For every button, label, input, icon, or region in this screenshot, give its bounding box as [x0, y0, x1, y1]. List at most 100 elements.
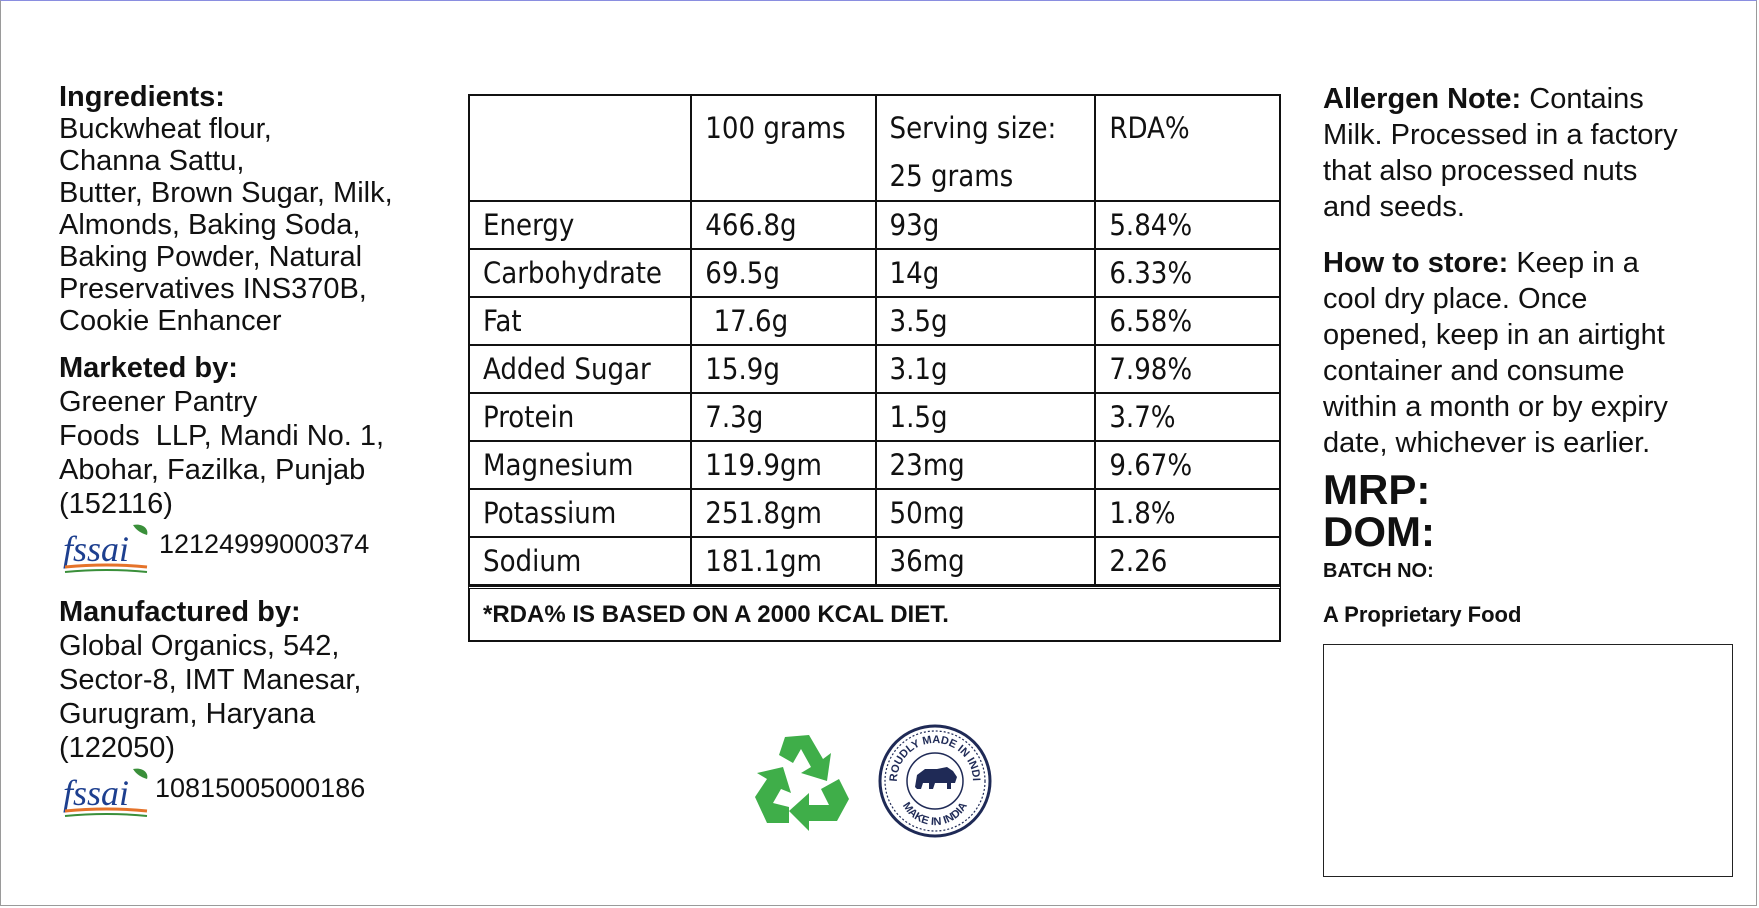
- ingredients-heading: Ingredients:: [59, 81, 225, 113]
- manufactured-by-heading: Manufactured by:: [59, 596, 301, 628]
- nutrition-body: Energy 466.8g 93g 5.84% Carbohydrate 69.5g 14g…: [467, 200, 1281, 586]
- nutrient-name: Magnesium: [467, 440, 693, 490]
- nutrient-name: Sodium: [467, 536, 693, 586]
- ingredients-line: Butter, Brown Sugar, Milk,: [59, 177, 393, 209]
- rda-value: 5.84%: [1094, 200, 1281, 250]
- mrp-label: MRP:: [1323, 466, 1431, 513]
- per-100g-value: 466.8g: [690, 200, 877, 250]
- storage-line: cool dry place. Once: [1323, 283, 1588, 315]
- storage-heading: How to store:: [1323, 247, 1509, 279]
- ingredients-line: Preservatives INS370B,: [59, 273, 367, 305]
- blank-print-box: [1323, 644, 1733, 877]
- dom-label: DOM:: [1323, 508, 1435, 555]
- header-serving-line1: Serving size:: [889, 111, 1057, 145]
- allergen-heading: Allergen Note:: [1323, 83, 1522, 115]
- allergen-line: that also processed nuts: [1323, 155, 1638, 187]
- header-cell-nutrient: [467, 94, 693, 202]
- left-column: Ingredients: Buckwheat flour, Channa Sat…: [59, 81, 459, 823]
- fssai-logo: fssai: [63, 768, 148, 817]
- nutrition-row: Sodium 181.1gm 36mg 2.26: [467, 536, 1281, 586]
- marketed-by-section: Marketed by: Greener Pantry Foods LLP, M…: [59, 351, 459, 579]
- rda-value: 1.8%: [1094, 488, 1281, 538]
- lion-icon: [915, 767, 957, 789]
- manufactured-by-section: Manufactured by: Global Organics, 542, S…: [59, 595, 459, 823]
- storage-section: How to store: Keep in a cool dry place. …: [1323, 245, 1743, 461]
- nutrient-name: Added Sugar: [467, 344, 693, 394]
- recycle-icon: [755, 735, 849, 831]
- per-100g-value: 15.9g: [690, 344, 877, 394]
- marketed-by-line: (152116): [59, 488, 173, 520]
- header-cell-serving: Serving size: 25 grams: [874, 94, 1097, 202]
- allergen-section: Allergen Note: Contains Milk. Processed …: [1323, 81, 1743, 225]
- per-serving-value: 3.1g: [874, 344, 1097, 394]
- per-100g-value: 251.8gm: [690, 488, 877, 538]
- manufactured-by-line: Gurugram, Haryana: [59, 698, 316, 730]
- manufactured-by-line: Sector-8, IMT Manesar,: [59, 664, 362, 696]
- right-column: Allergen Note: Contains Milk. Processed …: [1323, 81, 1743, 633]
- rda-value: 3.7%: [1094, 392, 1281, 442]
- per-100g-value: 181.1gm: [690, 536, 877, 586]
- per-100g-value: 69.5g: [690, 248, 877, 298]
- manufactured-by-line: Global Organics, 542,: [59, 630, 340, 662]
- fssai-number: 10815005000186: [155, 773, 366, 803]
- nutrient-name: Potassium: [467, 488, 693, 538]
- header-cell-per-100g: 100 grams: [690, 94, 877, 202]
- fssai-license-row: fssai 10815005000186: [59, 767, 459, 823]
- nutrient-name: Fat: [467, 296, 693, 346]
- rda-footnote: *RDA% IS BASED ON A 2000 KCAL DIET.: [468, 586, 1281, 642]
- marketed-by-line: Abohar, Fazilka, Punjab: [59, 454, 366, 486]
- rda-value: 9.67%: [1094, 440, 1281, 490]
- nutrient-name: Protein: [467, 392, 693, 442]
- nutrition-row: Energy 466.8g 93g 5.84%: [467, 200, 1281, 250]
- nutrient-name: Carbohydrate: [467, 248, 693, 298]
- ingredients-line: Almonds, Baking Soda,: [59, 209, 361, 241]
- nutrition-row: Magnesium 119.9gm 23mg 9.67%: [467, 440, 1281, 490]
- storage-line: within a month or by expiry: [1323, 391, 1668, 423]
- marketed-by-line: Greener Pantry: [59, 386, 258, 418]
- per-serving-value: 36mg: [874, 536, 1097, 586]
- rda-value: 6.33%: [1094, 248, 1281, 298]
- per-serving-value: 93g: [874, 200, 1097, 250]
- nutrient-name: Energy: [467, 200, 693, 250]
- nutrition-table-wrapper: 100 grams Serving size: 25 grams RDA% En…: [467, 94, 1281, 642]
- marketed-by-line: Foods LLP, Mandi No. 1,: [59, 420, 385, 452]
- per-100g-value: 17.6g: [690, 296, 877, 346]
- ingredients-line: Cookie Enhancer: [59, 305, 282, 337]
- marketed-by-heading: Marketed by:: [59, 352, 238, 384]
- per-serving-value: 50mg: [874, 488, 1097, 538]
- nutrition-row: Added Sugar 15.9g 3.1g 7.98%: [467, 344, 1281, 394]
- proprietary-label: A Proprietary Food: [1323, 602, 1522, 627]
- header-serving-line2: 25 grams: [889, 159, 1014, 193]
- storage-line: container and consume: [1323, 355, 1625, 387]
- rda-value: 2.26: [1094, 536, 1281, 586]
- batch-label: BATCH NO:: [1323, 560, 1434, 582]
- allergen-line: Milk. Processed in a factory: [1323, 119, 1678, 151]
- per-100g-value: 119.9gm: [690, 440, 877, 490]
- storage-line: opened, keep in an airtight: [1323, 319, 1665, 351]
- nutrition-row: Protein 7.3g 1.5g 3.7%: [467, 392, 1281, 442]
- storage-line: date, whichever is earlier.: [1323, 427, 1651, 459]
- nutrition-row: Potassium 251.8gm 50mg 1.8%: [467, 488, 1281, 538]
- fssai-logo-text: fssai: [63, 773, 129, 813]
- ingredients-line: Buckwheat flour,: [59, 113, 272, 145]
- per-serving-value: 14g: [874, 248, 1097, 298]
- allergen-text: Contains: [1521, 83, 1644, 115]
- rda-value: 6.58%: [1094, 296, 1281, 346]
- per-serving-value: 3.5g: [874, 296, 1097, 346]
- storage-text: Keep in a: [1508, 247, 1639, 279]
- rda-value: 7.98%: [1094, 344, 1281, 394]
- ingredients-line: Baking Powder, Natural: [59, 241, 363, 273]
- nutrition-row: Carbohydrate 69.5g 14g 6.33%: [467, 248, 1281, 298]
- made-in-india-seal: PROUDLY MADE IN INDIA MAKE IN INDIA: [877, 723, 992, 838]
- per-serving-value: 23mg: [874, 440, 1097, 490]
- fssai-license-row: fssai 12124999000374: [59, 523, 459, 579]
- fssai-number: 12124999000374: [159, 529, 370, 559]
- allergen-line: and seeds.: [1323, 191, 1465, 223]
- manufactured-by-line: (122050): [59, 732, 176, 764]
- ingredients-line: Channa Sattu,: [59, 145, 245, 177]
- fssai-logo-text: fssai: [63, 529, 129, 569]
- per-100g-value: 7.3g: [690, 392, 877, 442]
- nutrition-table: 100 grams Serving size: 25 grams RDA% En…: [467, 94, 1281, 586]
- header-cell-rda: RDA%: [1094, 94, 1281, 202]
